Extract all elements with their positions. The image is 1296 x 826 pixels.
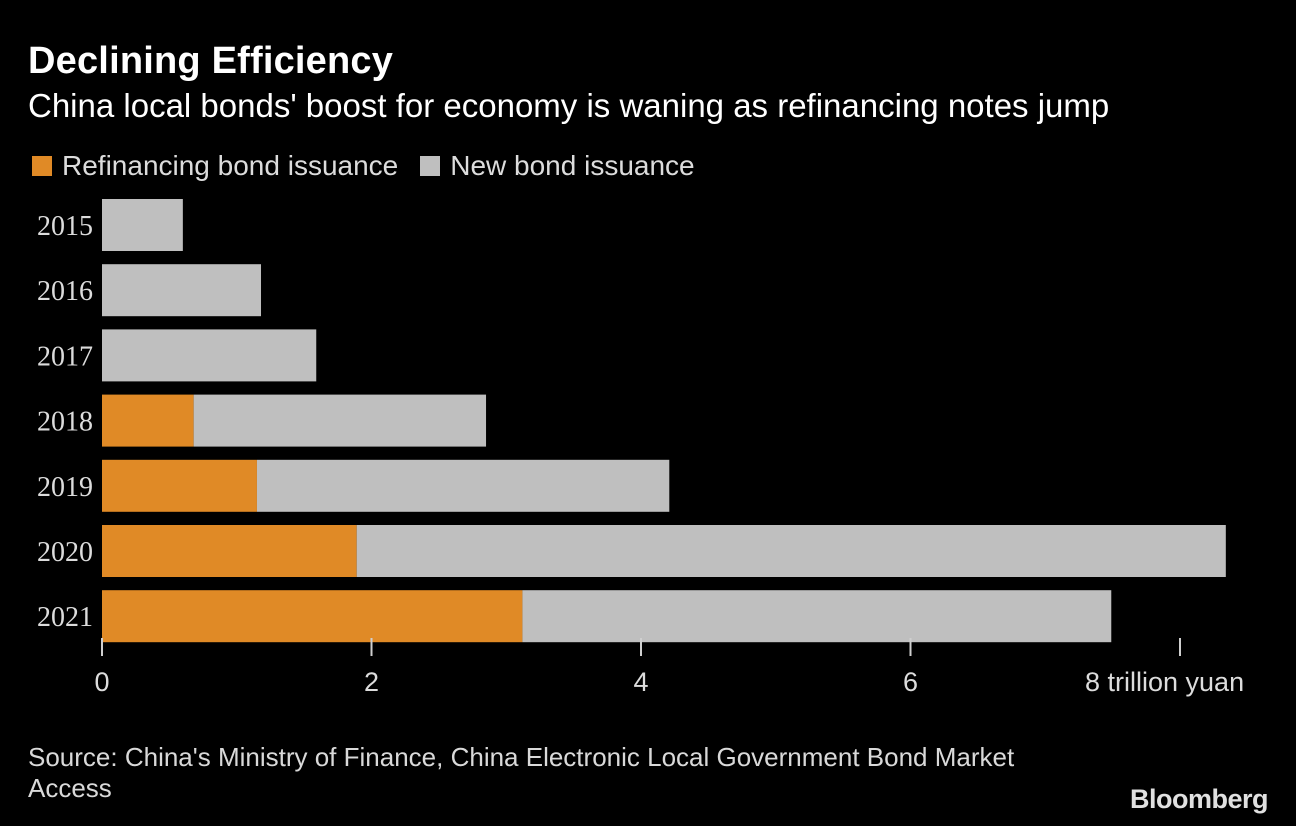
bar-refinancing-2020	[102, 525, 357, 577]
bar-refinancing-2019	[102, 459, 257, 512]
tick-label-2: 2	[364, 667, 379, 697]
legend-swatch-refinancing	[32, 156, 52, 176]
category-label-2021: 2021	[37, 602, 93, 633]
category-label-2015: 2015	[37, 211, 93, 242]
bar-new-2020	[356, 525, 1226, 577]
bloomberg-logo: Bloomberg	[1129, 784, 1269, 814]
category-label-2019: 2019	[37, 472, 93, 503]
bar-refinancing-2018	[102, 394, 194, 447]
tick-label-4: 4	[633, 667, 648, 697]
category-label-2020: 2020	[37, 537, 93, 568]
bar-new-2018	[193, 394, 487, 447]
category-label-2017: 2017	[37, 341, 93, 372]
bar-new-2021	[522, 590, 1112, 643]
legend-label-refinancing: Refinancing bond issuance	[62, 150, 399, 181]
bar-new-2017	[102, 329, 317, 382]
category-label-2016: 2016	[37, 276, 93, 307]
bar-new-2016	[102, 264, 262, 317]
tick-label-0: 0	[94, 667, 109, 697]
bar-new-2019	[256, 459, 670, 512]
source-note: Source: China's Ministry of Finance, Chi…	[28, 742, 1015, 803]
legend-item-refinancing: Refinancing bond issuance	[32, 150, 398, 182]
legend-swatch-new	[420, 156, 441, 176]
legend-label-new: New bond issuance	[450, 150, 695, 181]
tick-label-8: 8 trillion yuan	[1085, 667, 1244, 697]
tick-label-6: 6	[903, 667, 918, 697]
category-label-2018: 2018	[37, 407, 93, 438]
chart-subtitle: China local bonds' boost for economy is …	[28, 87, 1110, 124]
legend-item-new: New bond issuance	[420, 150, 695, 182]
legend: Refinancing bond issuance New bond issua…	[32, 150, 717, 182]
bar-new-2015	[102, 199, 183, 251]
chart-title: Declining Efficiency	[28, 40, 394, 82]
bar-refinancing-2021	[102, 590, 523, 643]
